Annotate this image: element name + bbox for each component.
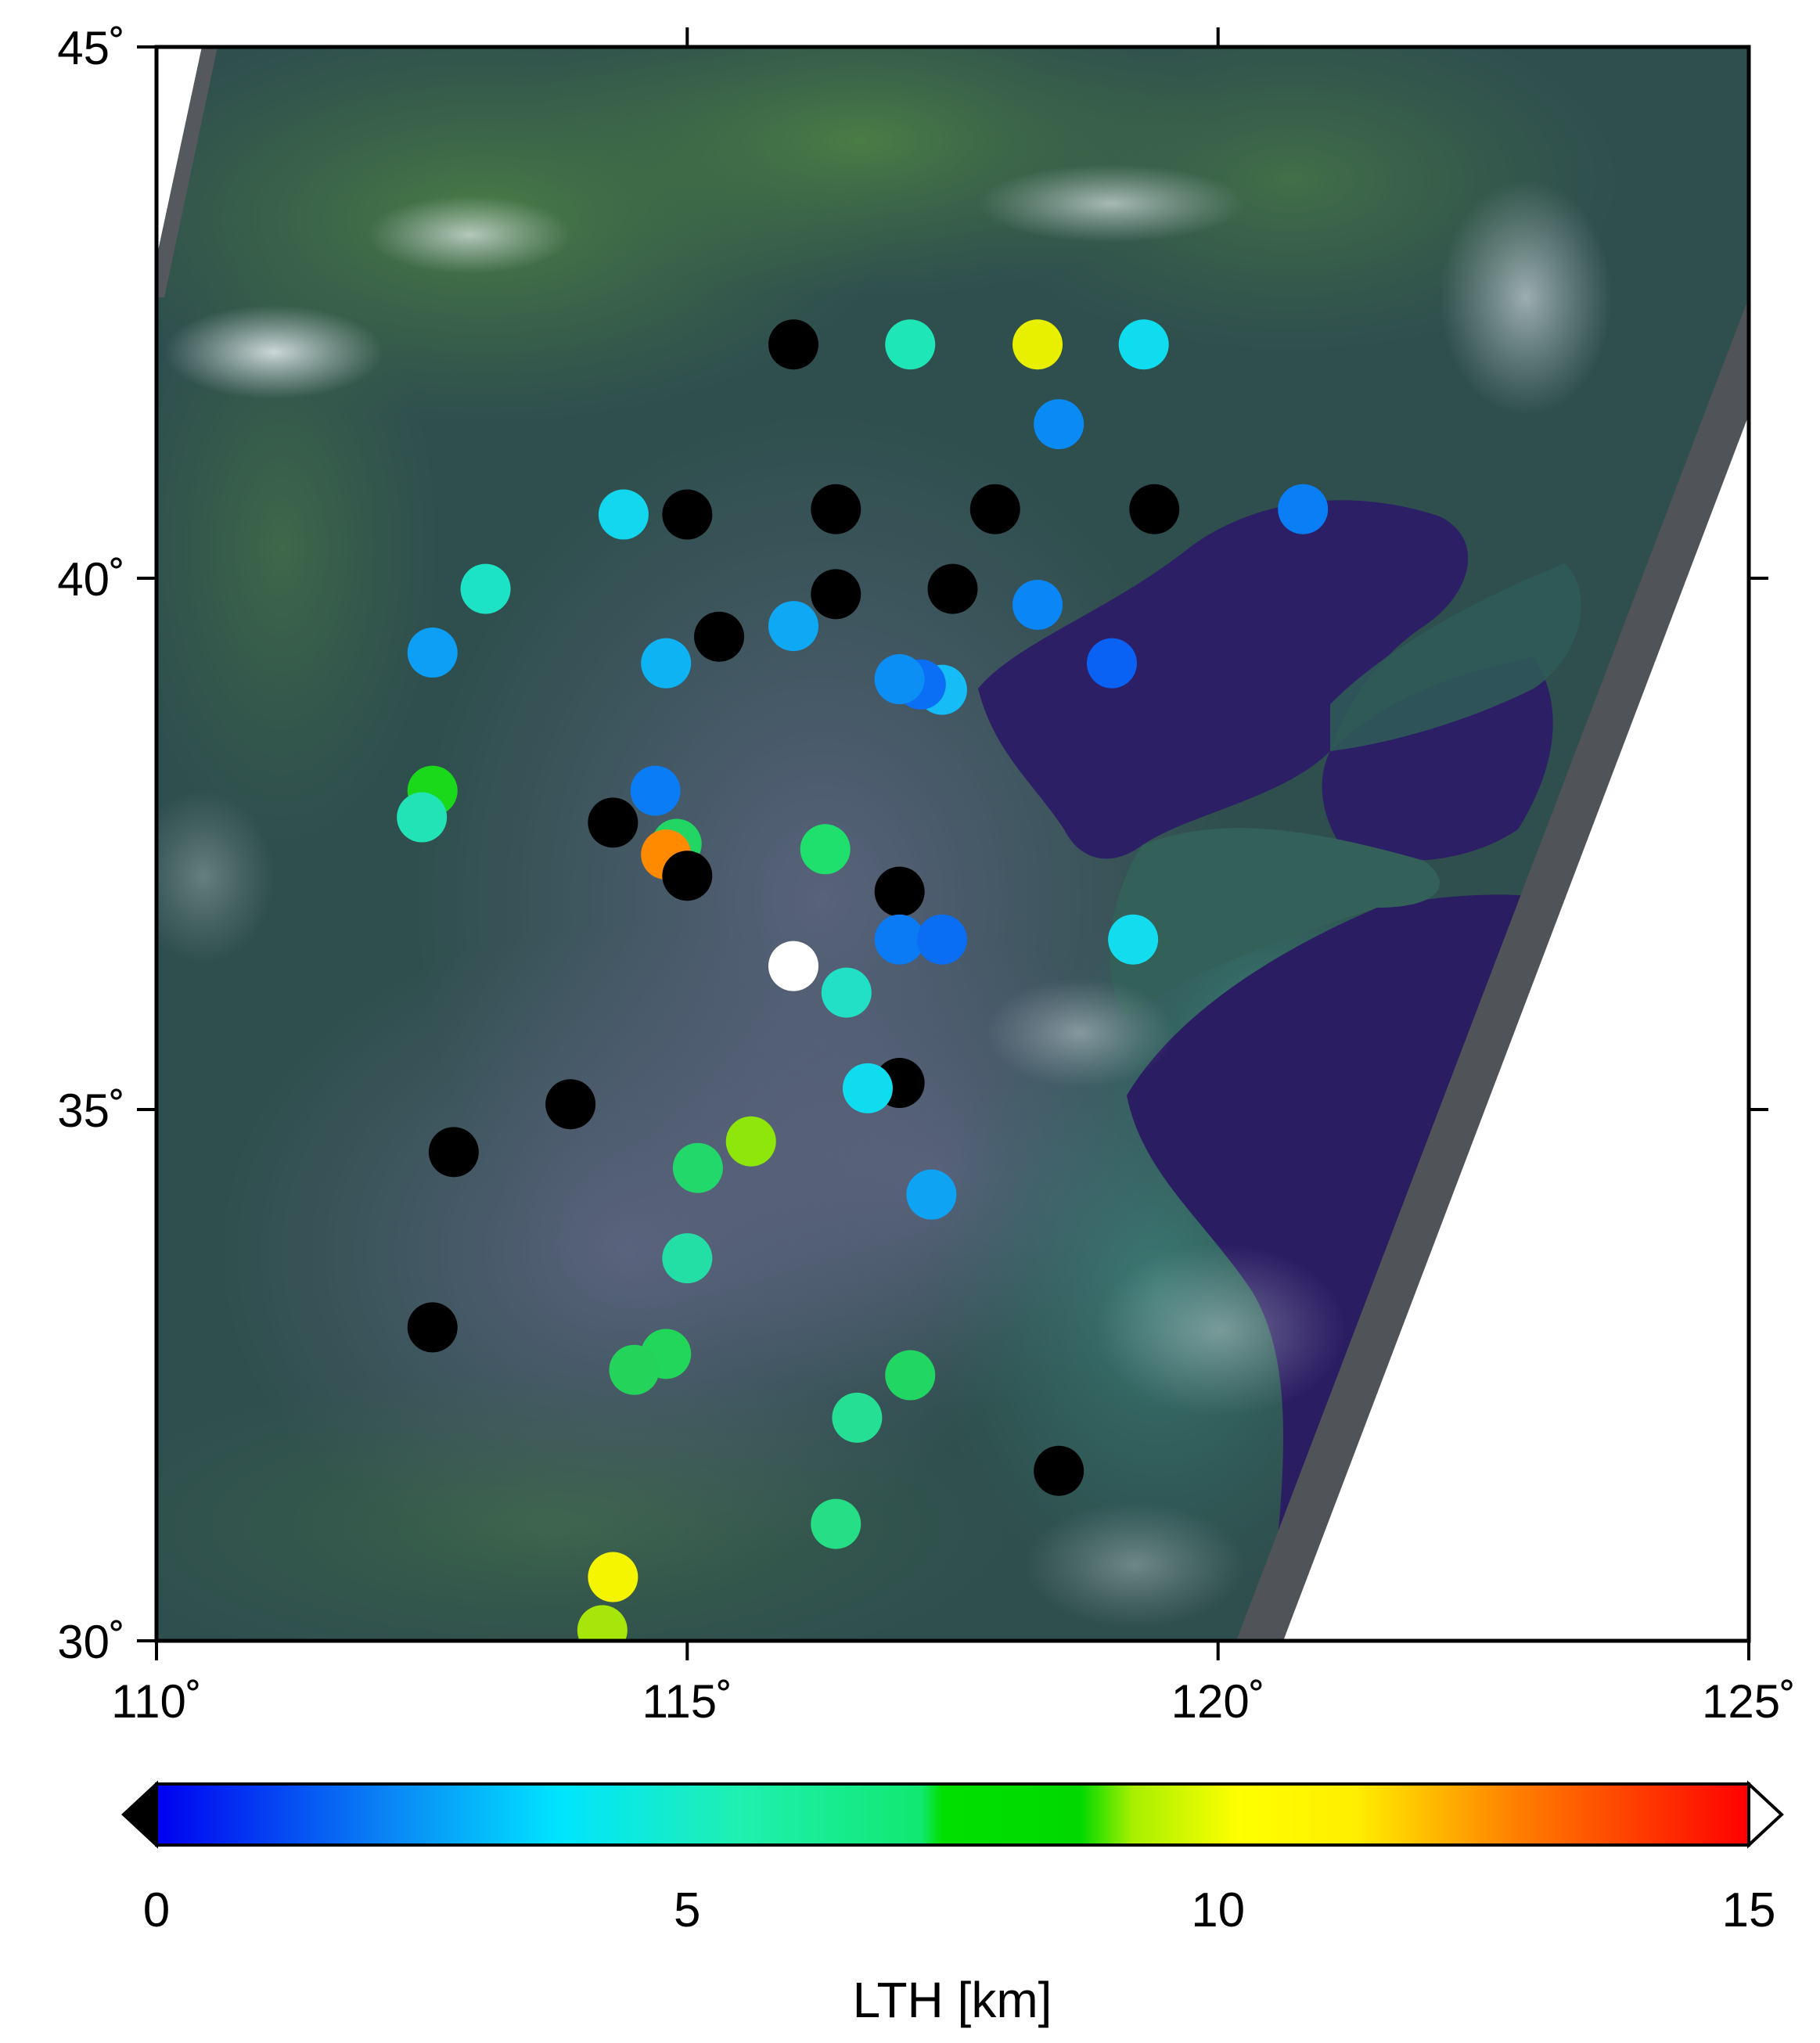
lth-point-38 (842, 1063, 893, 1113)
lth-point-9 (1129, 484, 1180, 534)
y-tick-label-35: 35˚ (57, 1084, 125, 1137)
colorbar-under-triangle (121, 1780, 158, 1849)
lth-point-18 (641, 638, 692, 689)
lth-point-33 (916, 914, 967, 965)
lth-point-4 (1034, 399, 1084, 450)
lth-point-53 (577, 1605, 628, 1641)
lth-point-2 (1013, 319, 1063, 370)
lth-point-10 (1278, 484, 1329, 534)
lth-points (397, 319, 1329, 1641)
lth-point-40 (428, 1127, 479, 1178)
colorbar-tick-label-5: 5 (674, 1883, 700, 1937)
lth-point-13 (927, 563, 978, 614)
lth-point-17 (407, 628, 458, 678)
map-frame (154, 45, 1751, 1643)
lth-point-47 (609, 1344, 660, 1395)
lth-point-5 (598, 489, 649, 540)
y-tick-label-40: 40˚ (57, 553, 125, 606)
lth-point-41 (725, 1116, 776, 1167)
lth-point-22 (874, 654, 925, 705)
lth-point-45 (407, 1302, 458, 1353)
x-tick-label-115: 115˚ (642, 1675, 732, 1728)
lth-point-50 (1034, 1445, 1084, 1496)
y-tick-label-30: 30˚ (57, 1616, 125, 1668)
lth-point-36 (821, 967, 872, 1018)
lth-point-29 (662, 851, 713, 901)
satellite-image (156, 47, 1749, 1641)
colorbar: 0 5 10 15 LTH [km] (121, 1780, 1784, 2028)
x-axis-ticks (155, 27, 1750, 1660)
colorbar-over-triangle (1747, 1780, 1784, 1849)
colorbar-title: LTH [km] (853, 1972, 1052, 2028)
lth-point-16 (694, 611, 745, 662)
lth-point-49 (832, 1392, 883, 1443)
lth-point-51 (811, 1498, 861, 1549)
x-tick-label-110: 110˚ (111, 1675, 202, 1728)
lth-point-34 (1108, 914, 1159, 965)
lth-point-3 (1118, 319, 1169, 370)
lth-point-32 (874, 914, 925, 965)
lth-point-0 (768, 319, 818, 370)
lth-point-48 (885, 1350, 936, 1401)
x-tick-label-120: 120˚ (1171, 1675, 1265, 1728)
lth-point-19 (1087, 638, 1137, 689)
lth-point-1 (885, 319, 936, 370)
lth-point-25 (630, 765, 681, 816)
lth-point-43 (906, 1169, 957, 1220)
lth-point-12 (811, 569, 861, 620)
colorbar-ramp (155, 1782, 1750, 1847)
colorbar-tick-label-0: 0 (143, 1883, 170, 1937)
lth-point-35 (768, 941, 818, 991)
lth-point-39 (545, 1079, 596, 1130)
lth-point-42 (672, 1142, 723, 1193)
lth-point-11 (460, 563, 511, 614)
lth-point-52 (588, 1552, 638, 1602)
lth-point-14 (1013, 579, 1063, 630)
colorbar-tick-label-10: 10 (1191, 1883, 1245, 1937)
lth-point-44 (662, 1233, 713, 1284)
y-axis-ticks (137, 45, 1768, 1642)
lth-point-15 (768, 601, 818, 652)
x-tick-label-125: 125˚ (1702, 1675, 1796, 1728)
lth-point-6 (662, 489, 713, 540)
colorbar-tick-label-15: 15 (1722, 1883, 1776, 1937)
lth-point-26 (588, 797, 638, 848)
lth-point-31 (874, 866, 925, 917)
y-tick-label-45: 45˚ (57, 22, 125, 74)
lth-point-24 (397, 792, 448, 843)
lth-point-7 (811, 484, 861, 534)
lth-point-30 (800, 824, 851, 875)
lth-point-8 (969, 484, 1020, 534)
